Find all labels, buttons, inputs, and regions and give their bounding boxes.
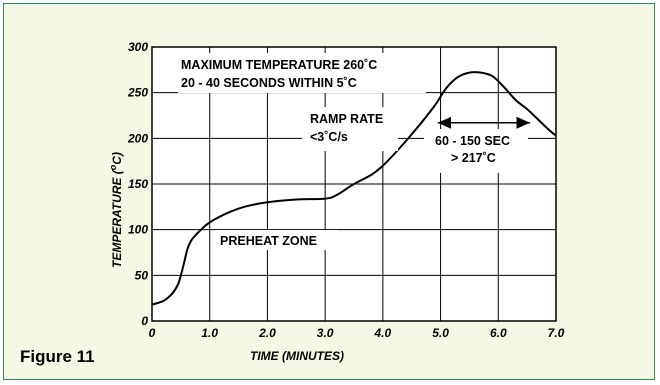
x-tick-label: 1.0 xyxy=(201,326,218,340)
y-tick-label: 200 xyxy=(127,131,148,145)
preheat-annotation-bg xyxy=(216,230,338,250)
y-tick-label: 100 xyxy=(128,223,148,237)
time-above-annotation-line2: > 217˚C xyxy=(451,151,496,165)
time-above-annotation-bg xyxy=(424,129,528,173)
y-tick-label: 250 xyxy=(127,86,148,100)
x-tick-label: 2.0 xyxy=(258,326,276,340)
x-tick-label: 7.0 xyxy=(548,326,565,340)
max-temp-annotation-bg xyxy=(178,53,426,93)
ramp-rate-annotation-line2: <3˚C/s xyxy=(310,130,348,144)
x-tick-label: 6.0 xyxy=(490,326,507,340)
figure-label: Figure 11 xyxy=(20,347,95,366)
x-tick-label: 4.0 xyxy=(374,326,392,340)
y-tick-label: 300 xyxy=(128,40,148,54)
preheat-zone-annotation: PREHEAT ZONE xyxy=(220,234,317,248)
max-temp-annotation-line1: MAXIMUM TEMPERATURE 260˚C xyxy=(181,58,377,72)
x-tick-label: 3.0 xyxy=(317,326,334,340)
y-tick-label: 0 xyxy=(141,314,148,328)
ramp-rate-annotation-bg xyxy=(302,107,398,151)
x-tick-label: 5.0 xyxy=(432,326,449,340)
ramp-rate-annotation-line1: RAMP RATE xyxy=(310,112,383,126)
y-axis-label: TEMPERATURE (oC) xyxy=(108,152,124,268)
x-axis-label: TIME (MINUTES) xyxy=(250,349,344,363)
time-above-annotation-line1: 60 - 150 SEC xyxy=(435,134,510,148)
tick-labels: 0 1.0 2.0 3.0 4.0 5.0 6.0 7.0 0 50 100 150 200 250 300 xyxy=(127,40,565,340)
temperature-curve xyxy=(151,71,557,306)
plot-border xyxy=(151,46,557,322)
max-temp-annotation-line2: 20 - 40 SECONDS WITHIN 5˚C xyxy=(181,76,357,90)
y-tick-label: 150 xyxy=(128,177,148,191)
y-tick-label: 50 xyxy=(135,268,149,282)
x-tick-label: 0 xyxy=(149,326,156,340)
